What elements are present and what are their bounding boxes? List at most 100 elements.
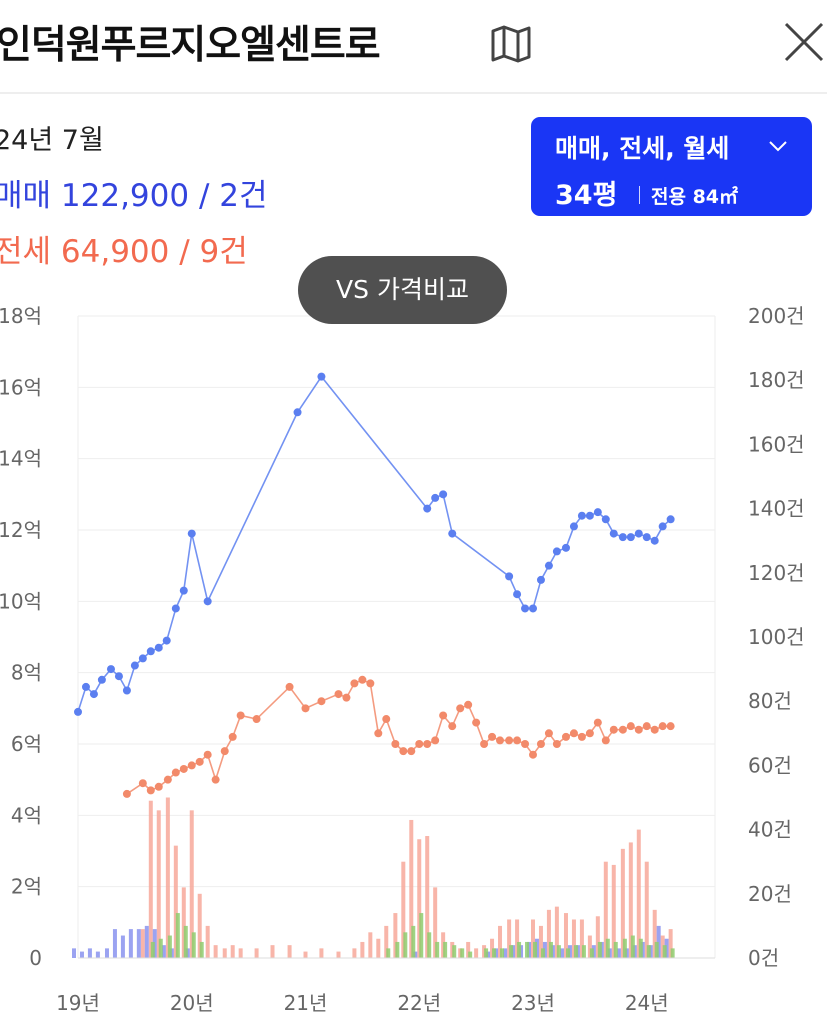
- sale-price-point: [561, 543, 570, 552]
- jeonse-price-point: [366, 679, 375, 688]
- jeonse-volume-bar: [384, 925, 389, 958]
- jeonse-price-point: [431, 736, 440, 745]
- jeonse-price-point: [577, 732, 586, 741]
- jeonse-price-point: [358, 675, 367, 684]
- sale-price-point: [317, 372, 326, 381]
- trade-filter-button[interactable]: 매매, 전세, 월세 34평 전용 84㎡: [531, 117, 812, 216]
- jeonse-price-point: [301, 704, 310, 713]
- wolse-volume-bar: [597, 941, 602, 958]
- x-tick: 23년: [511, 991, 555, 1015]
- y-tick-left: 2억: [11, 875, 42, 899]
- y-tick-right: 200건: [748, 304, 805, 328]
- jeonse-volume-bar: [546, 909, 551, 958]
- map-icon[interactable]: [490, 25, 532, 63]
- wolse-volume-bar: [646, 945, 651, 958]
- jeonse-price-point: [146, 786, 155, 795]
- jeonse-price-point: [456, 704, 465, 713]
- wolse-volume-bar: [630, 935, 635, 958]
- sale-price-point: [439, 490, 448, 499]
- jeonse-price-point: [585, 729, 594, 738]
- jeonse-volume-bar: [498, 925, 503, 958]
- page-title: 인덕원푸르지오엘센트로: [0, 23, 381, 68]
- jeonse-volume-bar: [409, 819, 414, 958]
- sale-price-point: [650, 536, 659, 545]
- sale-volume-bar: [128, 929, 133, 958]
- sale-volume-bar: [112, 929, 117, 958]
- jeonse-volume-bar: [213, 945, 218, 958]
- sale-price-point: [106, 665, 115, 674]
- jeonse-price-point: [252, 715, 261, 724]
- sale-volume-bar: [161, 945, 166, 958]
- header-divider: [0, 92, 827, 94]
- jeonse-volume-bar: [620, 848, 625, 958]
- wolse-volume-bar: [670, 948, 675, 958]
- jeonse-volume-bar: [611, 864, 616, 958]
- sale-price-point: [122, 686, 131, 695]
- sale-price-point: [138, 654, 147, 663]
- jeonse-price-point: [187, 761, 196, 770]
- jeonse-volume-bar: [554, 906, 559, 958]
- sale-price-point: [618, 533, 627, 542]
- jeonse-volume-bar: [417, 839, 422, 958]
- jeonse-price-point: [666, 722, 675, 731]
- jeonse-volume-bar: [668, 929, 673, 958]
- sale-volume-bar: [104, 948, 109, 958]
- jeonse-volume-bar: [579, 919, 584, 958]
- wolse-volume-bar: [419, 913, 424, 958]
- jeonse-volume-bar: [376, 938, 381, 958]
- jeonse-price-point: [179, 764, 188, 773]
- chart-axes: 18억 16억 14억 12억 10억 8억 6억 4억 2억 0 200건 180건 160건 140건…: [0, 304, 805, 1015]
- sale-price-point: [187, 529, 196, 538]
- wolse-volume-bar: [191, 932, 196, 958]
- jeonse-price-point: [544, 729, 553, 738]
- sale-price-line: [77, 375, 672, 713]
- sale-price-point: [130, 661, 139, 670]
- wolse-volume-bar: [492, 948, 497, 958]
- wolse-volume-bar: [427, 932, 432, 958]
- jeonse-volume-bar: [636, 829, 641, 958]
- y-tick-left: 4억: [11, 803, 42, 827]
- jeonse-price-point: [601, 736, 610, 745]
- sale-price-point: [634, 529, 643, 538]
- wolse-volume-bar: [638, 938, 643, 958]
- jeonse-price-point: [350, 679, 359, 688]
- filter-separator: [639, 186, 640, 204]
- jeonse-volume-bar: [368, 932, 373, 958]
- jeonse-volume-bar: [352, 948, 357, 958]
- jeonse-price-point: [399, 747, 408, 756]
- wolse-volume-bar: [484, 948, 489, 958]
- jeonse-price-point: [609, 725, 618, 734]
- sale-price-point: [513, 590, 522, 599]
- jeonse-volume-bar: [538, 925, 543, 958]
- sale-volume-bar: [144, 925, 149, 958]
- jeonse-volume-bar: [238, 948, 243, 958]
- sale-price-point: [74, 707, 82, 716]
- sale-price-point: [97, 675, 106, 684]
- jeonse-price-point: [618, 725, 627, 734]
- sale-volume-bar: [136, 929, 141, 958]
- wolse-volume-bar: [662, 945, 667, 958]
- jeonse-price-point: [374, 729, 383, 738]
- jeonse-price-point: [529, 750, 537, 759]
- jeonse-volume-bar: [165, 797, 170, 958]
- close-icon[interactable]: [780, 18, 827, 66]
- y-tick-left: 0: [29, 946, 42, 970]
- jeonse-price-point: [154, 782, 163, 791]
- y-tick-right: 100건: [748, 625, 805, 649]
- sale-volume-bar: [95, 951, 100, 958]
- sale-price-point: [626, 533, 635, 542]
- trade-types-label: 매매, 전세, 월세: [555, 134, 730, 163]
- wolse-volume-bar: [395, 941, 400, 958]
- jeonse-volume-bar: [531, 919, 535, 958]
- jeonse-volume-bar: [652, 909, 657, 958]
- sale-price-point: [431, 493, 440, 502]
- y-tick-right: 160건: [748, 432, 805, 456]
- vs-compare-button[interactable]: VS 가격비교: [298, 256, 507, 324]
- jeonse-price-point: [382, 715, 391, 724]
- jeonse-volume-bar: [433, 887, 438, 958]
- y-tick-left: 8억: [11, 661, 42, 685]
- sale-price-point: [593, 508, 602, 517]
- y-tick-left: 16억: [0, 375, 42, 399]
- sale-volume-bar: [72, 948, 76, 958]
- sale-price-point: [642, 533, 651, 542]
